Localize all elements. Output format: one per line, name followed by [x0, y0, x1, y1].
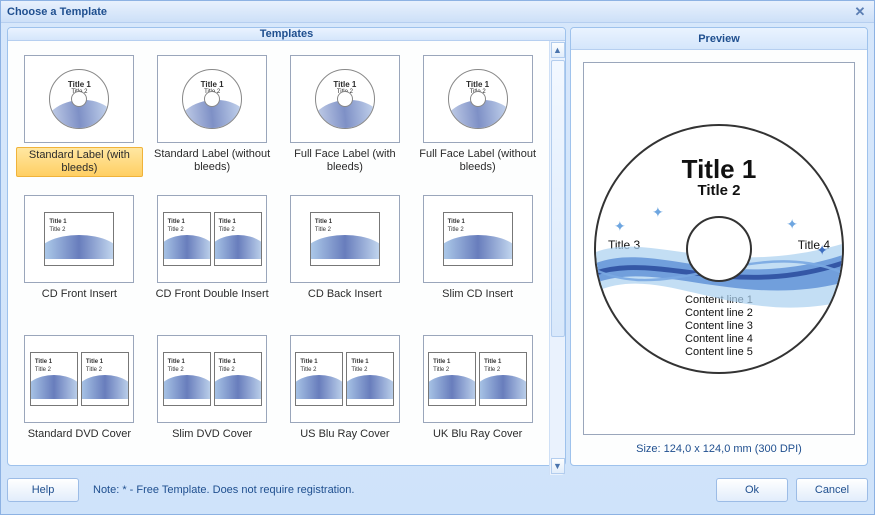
template-thumb: Title 1Title 2Title 1Title 2 — [157, 335, 267, 423]
template-item[interactable]: Title 1 Title 2 Full Face Label (with bl… — [280, 51, 411, 189]
footer: Help Note: * - Free Template. Does not r… — [7, 472, 868, 508]
template-thumb: Title 1Title 2Title 1Title 2 — [157, 195, 267, 283]
template-caption: Full Face Label (with bleeds) — [282, 147, 409, 175]
preview-disc: ✦ ✦ ✦ ✦ Title 1 Title 2 Title 3 Title 4 … — [594, 124, 844, 374]
preview-meta: Size: 124,0 x 124,0 mm (300 DPI) — [571, 439, 867, 465]
scroll-track[interactable] — [551, 60, 565, 456]
templates-header: Templates — [8, 28, 565, 41]
close-icon[interactable]: ✕ — [852, 4, 868, 20]
help-button[interactable]: Help — [7, 478, 79, 502]
footer-right: Ok Cancel — [716, 478, 868, 502]
template-item[interactable]: Title 1Title 2 CD Back Insert — [280, 191, 411, 329]
template-thumb: Title 1Title 2Title 1Title 2 — [290, 335, 400, 423]
template-caption: CD Front Insert — [38, 287, 121, 302]
template-caption: CD Back Insert — [304, 287, 386, 302]
template-caption: Slim CD Insert — [438, 287, 517, 302]
template-item[interactable]: Title 1 Title 2 Standard Label (without … — [147, 51, 278, 189]
template-caption: Standard DVD Cover — [24, 427, 135, 442]
template-item[interactable]: Title 1 Title 2 Full Face Label (without… — [412, 51, 543, 189]
templates-grid-wrap: Title 1 Title 2 Standard Label (with ble… — [8, 41, 565, 475]
ok-label: Ok — [745, 484, 759, 496]
templates-grid: Title 1 Title 2 Standard Label (with ble… — [8, 41, 549, 475]
template-item[interactable]: Title 1Title 2Title 1Title 2 Standard DV… — [14, 331, 145, 469]
template-thumb: Title 1Title 2 — [290, 195, 400, 283]
template-item[interactable]: Title 1Title 2Title 1Title 2 US Blu Ray … — [280, 331, 411, 469]
window-title: Choose a Template — [7, 6, 107, 18]
footer-left: Help Note: * - Free Template. Does not r… — [7, 478, 354, 502]
cancel-label: Cancel — [815, 484, 849, 496]
template-thumb: Title 1Title 2 — [423, 195, 533, 283]
template-item[interactable]: Title 1Title 2Title 1Title 2 Slim DVD Co… — [147, 331, 278, 469]
template-caption: CD Front Double Insert — [152, 287, 273, 302]
scrollbar[interactable]: ▲ ▼ — [549, 41, 565, 475]
ok-button[interactable]: Ok — [716, 478, 788, 502]
template-caption: Standard Label (without bleeds) — [149, 147, 276, 175]
sparkle-icon: ✦ — [816, 242, 828, 259]
template-caption: Full Face Label (without bleeds) — [414, 147, 541, 175]
preview-body: ✦ ✦ ✦ ✦ Title 1 Title 2 Title 3 Title 4 … — [571, 50, 867, 465]
sparkle-icon: ✦ — [786, 216, 798, 233]
dialog-body: Templates Title 1 Title 2 Standard Label… — [7, 27, 868, 466]
template-item[interactable]: Title 1Title 2Title 1Title 2 UK Blu Ray … — [412, 331, 543, 469]
template-caption: UK Blu Ray Cover — [429, 427, 526, 442]
template-caption: Standard Label (with bleeds) — [16, 147, 143, 177]
template-item[interactable]: Title 1Title 2 CD Front Insert — [14, 191, 145, 329]
templates-panel: Templates Title 1 Title 2 Standard Label… — [7, 27, 566, 466]
template-item[interactable]: Title 1 Title 2 Standard Label (with ble… — [14, 51, 145, 189]
template-thumb: Title 1 Title 2 — [157, 55, 267, 143]
sparkle-icon: ✦ — [614, 218, 626, 235]
scroll-thumb[interactable] — [551, 60, 565, 337]
template-thumb: Title 1 Title 2 — [24, 55, 134, 143]
template-thumb: Title 1Title 2 — [24, 195, 134, 283]
template-thumb: Title 1Title 2Title 1Title 2 — [24, 335, 134, 423]
template-caption: Slim DVD Cover — [168, 427, 256, 442]
dialog-window: Choose a Template ✕ Templates Title 1 Ti… — [0, 0, 875, 515]
template-item[interactable]: Title 1Title 2Title 1Title 2 CD Front Do… — [147, 191, 278, 329]
footer-note: Note: * - Free Template. Does not requir… — [93, 484, 354, 496]
sparkle-icon: ✦ — [652, 204, 664, 221]
preview-panel: Preview ✦ ✦ ✦ ✦ Title 1 — [570, 27, 868, 466]
scroll-up-icon[interactable]: ▲ — [551, 42, 565, 58]
template-thumb: Title 1 Title 2 — [423, 55, 533, 143]
template-thumb: Title 1Title 2Title 1Title 2 — [423, 335, 533, 423]
titlebar: Choose a Template ✕ — [1, 1, 874, 23]
disc-hole — [686, 216, 752, 282]
template-caption: US Blu Ray Cover — [296, 427, 393, 442]
cancel-button[interactable]: Cancel — [796, 478, 868, 502]
template-thumb: Title 1 Title 2 — [290, 55, 400, 143]
preview-stage: ✦ ✦ ✦ ✦ Title 1 Title 2 Title 3 Title 4 … — [583, 62, 855, 435]
help-label: Help — [32, 484, 55, 496]
preview-header: Preview — [571, 28, 867, 50]
template-item[interactable]: Title 1Title 2 Slim CD Insert — [412, 191, 543, 329]
